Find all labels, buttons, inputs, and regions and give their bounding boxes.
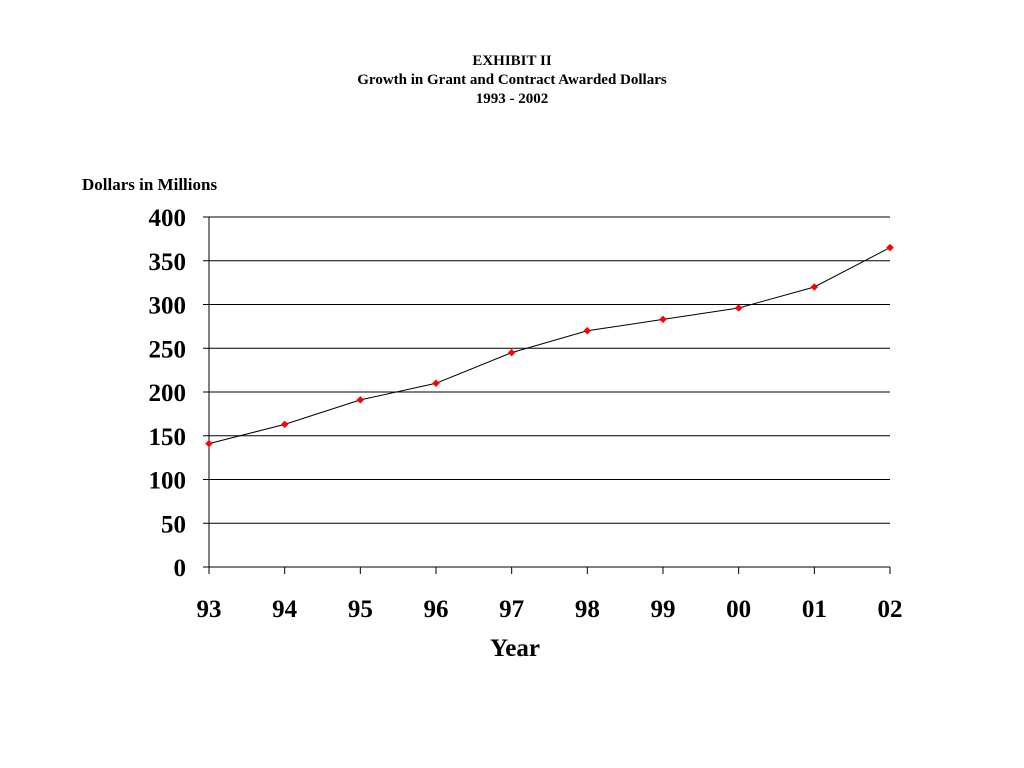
chart-subtitle: Growth in Grant and Contract Awarded Dol… [357,72,667,88]
y-tick-label: 100 [149,468,187,495]
y-axis-label: Dollars in Millions [82,175,218,194]
x-tick-label: 02 [878,596,903,623]
x-tick-label: 95 [348,596,373,623]
data-point [810,283,819,291]
data-point [659,315,667,324]
x-tick-label: 98 [575,596,600,623]
y-tick-label: 150 [149,424,187,451]
y-tick-label: 300 [149,293,187,320]
x-tick-label: 97 [499,596,524,623]
y-tick-label: 400 [149,205,187,232]
gridlines [209,216,890,524]
x-tick-label: 01 [802,596,827,623]
data-point [583,326,592,335]
data-point [507,348,516,357]
y-tick-label: 350 [149,249,187,276]
x-tick-label: 99 [651,596,676,623]
chart-title: EXHIBIT II [472,53,552,69]
data-point [886,243,894,252]
x-tick-label: 94 [272,596,298,623]
data-point [205,439,213,448]
chart-date-range: 1993 - 2002 [475,91,549,107]
y-tick-label: 0 [174,555,187,582]
series-markers [205,243,894,448]
data-point [734,304,743,312]
data-point [280,420,289,429]
x-tick-label: 96 [424,596,449,623]
x-tick-label: 93 [197,596,222,623]
data-point [432,379,440,388]
x-tick-label: 00 [726,596,751,623]
axes [203,216,891,574]
series-line [208,247,891,445]
x-tick-labels: 93 94 95 96 97 98 99 00 01 02 [197,596,903,623]
x-axis-label: Year [490,635,540,662]
series-line-path [208,247,891,445]
y-tick-label: 200 [149,380,187,407]
y-tick-label: 50 [161,511,186,538]
y-tick-label: 250 [149,336,187,363]
y-tick-labels: 0 50 100 150 200 250 300 350 400 [149,205,187,582]
data-point [356,396,365,404]
chart-title-block: EXHIBIT II Growth in Grant and Contract … [0,52,1024,109]
